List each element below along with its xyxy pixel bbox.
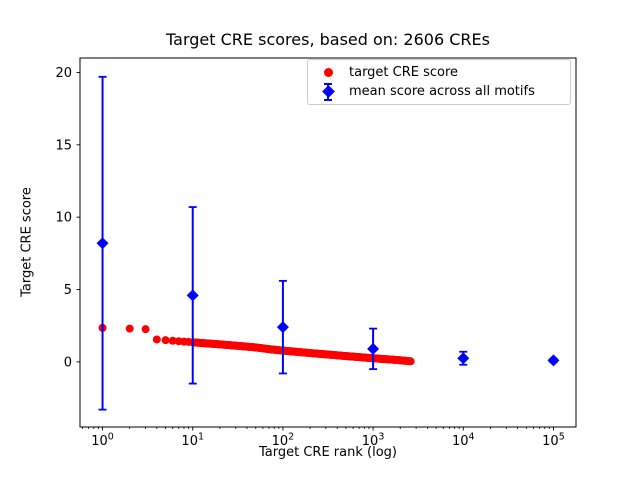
chart-title: Target CRE scores, based on: 2606 CREs — [166, 30, 490, 49]
y-axis-label: Target CRE score — [19, 187, 35, 297]
x-major-ticks: 100 101 102 103 104 105 — [91, 427, 565, 449]
svg-text:102: 102 — [272, 432, 295, 450]
svg-text:0: 0 — [64, 355, 72, 370]
legend: target CRE score mean score across all m… — [307, 59, 571, 105]
series-mean-score — [96, 75, 560, 411]
svg-text:100: 100 — [91, 432, 114, 450]
blue-diamond-errorbar-icon — [316, 82, 340, 101]
series-target-cre-score — [98, 323, 415, 366]
svg-text:105: 105 — [542, 432, 565, 450]
legend-label: target CRE score — [349, 64, 459, 80]
legend-label: mean score across all motifs — [349, 84, 535, 100]
svg-text:103: 103 — [362, 432, 385, 450]
x-minor-ticks — [82, 427, 550, 429]
red-circle-marker-icon — [316, 63, 340, 81]
svg-text:101: 101 — [181, 432, 204, 450]
svg-text:15: 15 — [55, 138, 72, 153]
svg-text:10: 10 — [55, 211, 72, 226]
svg-text:5: 5 — [64, 283, 72, 298]
svg-text:20: 20 — [55, 66, 72, 81]
y-ticks: 0 5 10 15 20 — [55, 66, 80, 370]
x-axis-label: Target CRE rank (log) — [259, 445, 397, 460]
legend-item-mean-score: mean score across all motifs — [316, 82, 562, 101]
legend-item-target-cre-score: target CRE score — [316, 63, 562, 82]
svg-text:104: 104 — [452, 432, 475, 450]
axes-spines — [79, 57, 577, 428]
